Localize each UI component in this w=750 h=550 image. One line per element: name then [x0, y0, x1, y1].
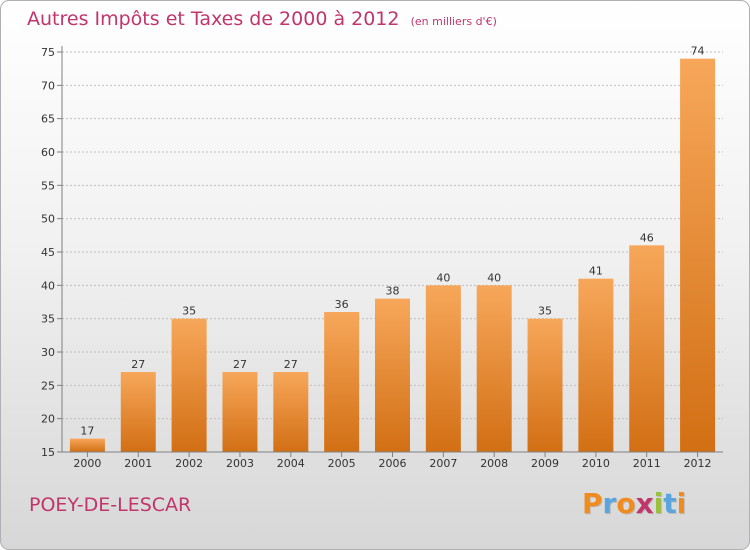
x-tick-label: 2009 [531, 457, 559, 470]
x-tick-label: 2006 [379, 457, 407, 470]
data-label: 41 [589, 265, 603, 278]
data-label: 46 [640, 231, 654, 244]
proxiti-logo: Proxiti [582, 487, 686, 520]
x-tick-label: 2000 [73, 457, 101, 470]
x-tick-label: 2012 [684, 457, 712, 470]
logo-letter: r [602, 487, 617, 520]
x-tick-label: 2001 [124, 457, 152, 470]
x-tick-label: 2010 [582, 457, 610, 470]
bar-2011 [629, 245, 665, 452]
data-label: 35 [538, 305, 552, 318]
logo-letter: o [616, 487, 636, 520]
axes [57, 46, 723, 457]
y-tick-label: 25 [41, 379, 55, 392]
bar-2004 [273, 372, 309, 452]
bars [69, 58, 716, 453]
y-tick-label: 45 [41, 246, 55, 259]
y-tick-label: 20 [41, 413, 55, 426]
tick-labels: 15 20 25 30 35 40 45 50 55 60 65 70 75 2000 2001 2002 20… [41, 46, 712, 470]
data-label: 17 [80, 425, 94, 438]
data-label: 40 [487, 271, 501, 284]
bar-2009 [527, 318, 563, 452]
y-tick-label: 15 [41, 446, 55, 459]
data-label: 27 [284, 358, 298, 371]
chart-title-line: Autres Impôts et Taxes de 2000 à 2012 (e… [27, 8, 497, 30]
x-tick-label: 2002 [175, 457, 203, 470]
y-tick-label: 50 [41, 213, 55, 226]
y-tick-label: 75 [41, 46, 55, 59]
data-label: 27 [233, 358, 247, 371]
data-label: 74 [691, 45, 705, 58]
x-tick-label: 2008 [480, 457, 508, 470]
bar-2010 [578, 278, 614, 452]
y-tick-label: 70 [41, 79, 55, 92]
logo-letter: i [676, 487, 687, 520]
data-label: 27 [131, 358, 145, 371]
y-tick-label: 60 [41, 146, 55, 159]
logo-letter: i [653, 487, 664, 520]
commune-name: POEY-DE-LESCAR [29, 494, 192, 516]
bar-2008 [476, 285, 512, 452]
logo-letter: x [635, 487, 654, 520]
x-tick-label: 2005 [328, 457, 356, 470]
x-tick-label: 2011 [633, 457, 661, 470]
chart-title: Autres Impôts et Taxes de 2000 à 2012 [27, 8, 400, 30]
bar-2007 [425, 285, 461, 452]
x-tick-label: 2007 [429, 457, 457, 470]
y-tick-label: 55 [41, 179, 55, 192]
bar-2001 [120, 372, 156, 452]
data-label: 38 [386, 285, 400, 298]
chart-unit-label: (en milliers d'€) [410, 15, 497, 28]
data-label: 36 [335, 298, 349, 311]
bar-2000 [69, 438, 105, 452]
logo-letter: P [582, 487, 603, 520]
bar-2006 [375, 298, 410, 452]
y-tick-label: 40 [41, 279, 55, 292]
data-label: 40 [436, 271, 450, 284]
bar-2012 [680, 58, 716, 453]
y-tick-label: 30 [41, 346, 55, 359]
bar-2005 [324, 312, 360, 452]
y-tick-label: 65 [41, 113, 55, 126]
logo-letter: t [663, 487, 677, 520]
bar-2002 [171, 318, 207, 452]
x-tick-label: 2004 [277, 457, 305, 470]
data-label: 35 [182, 305, 196, 318]
y-tick-label: 35 [41, 313, 55, 326]
data-labels: 17 27 35 27 27 36 38 40 40 35 41 46 74 [80, 45, 704, 438]
x-tick-label: 2003 [226, 457, 254, 470]
bar-2003 [222, 372, 258, 452]
